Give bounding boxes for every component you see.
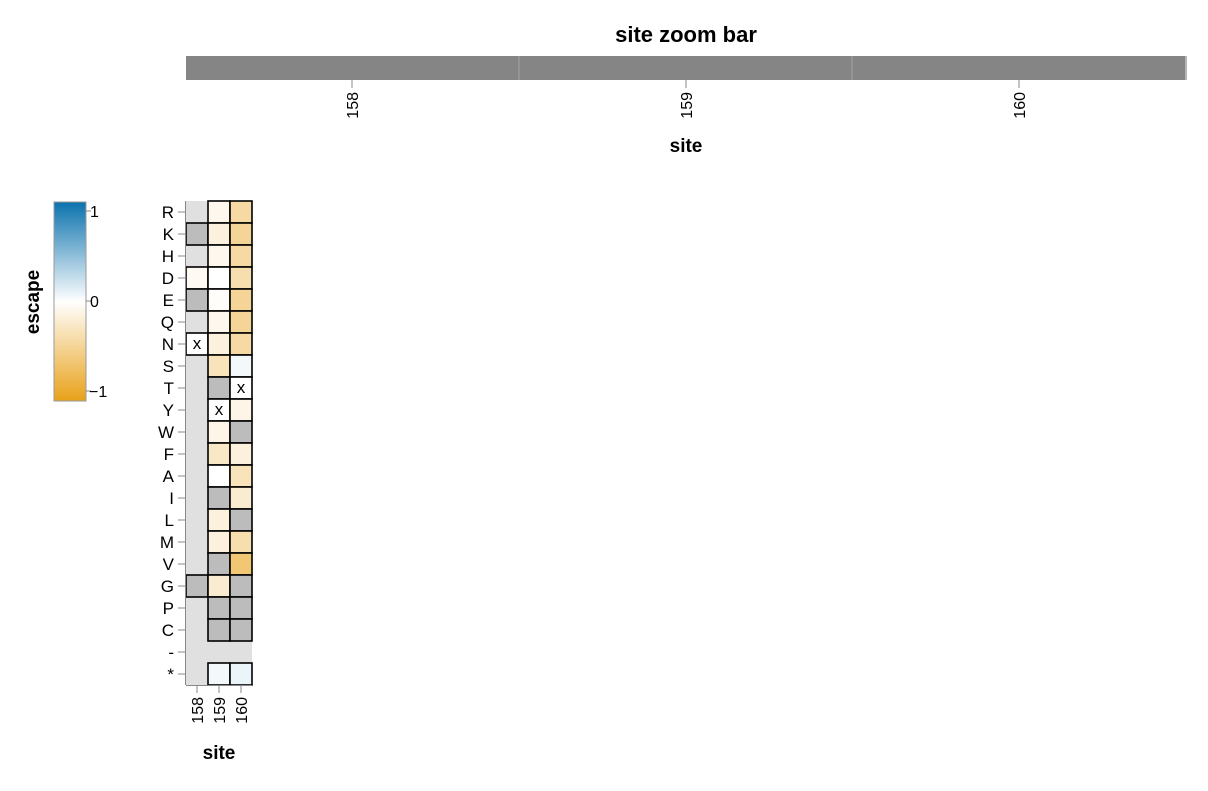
heatmap-cell[interactable] xyxy=(207,486,231,510)
legend-tick-label: 1 xyxy=(90,204,99,221)
escape-legend: escape 1 0 −1 xyxy=(23,201,107,402)
y-tick-label: L xyxy=(165,511,174,530)
heatmap-cell[interactable] xyxy=(229,552,253,576)
legend-color-bar xyxy=(53,201,87,402)
wildtype-marker: x xyxy=(237,378,246,397)
y-tick-label: * xyxy=(167,665,174,684)
heatmap-cell[interactable] xyxy=(229,354,253,378)
y-tick-label: H xyxy=(162,247,174,266)
heatmap-cell[interactable] xyxy=(229,486,253,510)
heatmap-cell[interactable] xyxy=(207,508,231,532)
heatmap-cell[interactable] xyxy=(207,288,231,312)
wildtype-marker: x xyxy=(215,400,224,419)
y-tick-label: V xyxy=(163,555,175,574)
heatmap-cell[interactable] xyxy=(229,244,253,268)
y-tick-label: C xyxy=(162,621,174,640)
heatmap-cell[interactable] xyxy=(229,530,253,554)
y-tick-label: M xyxy=(160,533,174,552)
heatmap-cell[interactable] xyxy=(185,288,209,312)
heatmap-cell[interactable] xyxy=(207,376,231,400)
heatmap-cell[interactable] xyxy=(207,464,231,488)
heatmap-cell[interactable] xyxy=(207,200,231,224)
y-tick-label: T xyxy=(164,379,174,398)
heatmap-cell[interactable] xyxy=(207,244,231,268)
heatmap-cell[interactable] xyxy=(229,464,253,488)
y-tick-label: E xyxy=(163,291,174,310)
zoom-bar-track[interactable] xyxy=(186,56,1186,80)
x-tick-label: 159 xyxy=(212,697,229,724)
heatmap-cell[interactable] xyxy=(207,618,231,642)
heatmap-cell[interactable] xyxy=(229,222,253,246)
heatmap-cell[interactable] xyxy=(229,574,253,598)
heatmap-cell[interactable] xyxy=(185,222,209,246)
heatmap-cell[interactable] xyxy=(207,442,231,466)
heatmap-cell[interactable] xyxy=(229,200,253,224)
x-tick-label: 160 xyxy=(234,697,251,724)
y-tick-label: - xyxy=(168,643,174,662)
heatmap-cell[interactable] xyxy=(207,552,231,576)
y-tick-label: S xyxy=(163,357,174,376)
heatmap-cell[interactable] xyxy=(229,508,253,532)
heatmap-cell[interactable] xyxy=(207,420,231,444)
heatmap-cell[interactable] xyxy=(229,662,253,686)
heatmap-cell[interactable] xyxy=(185,574,209,598)
zoom-bar-xlabel: site xyxy=(670,136,703,157)
site-zoom-bar[interactable]: site zoom bar 158 159 160 site xyxy=(186,22,1187,157)
legend-tick-label: −1 xyxy=(89,384,107,401)
y-tick-label: D xyxy=(162,269,174,288)
y-tick-label: G xyxy=(161,577,174,596)
y-tick-label: P xyxy=(163,599,174,618)
zoom-bar-title: site zoom bar xyxy=(615,22,757,47)
heatmap-cell[interactable] xyxy=(207,266,231,290)
heatmap-cell[interactable] xyxy=(207,332,231,356)
y-tick-label: F xyxy=(164,445,174,464)
heatmap-cell[interactable] xyxy=(229,266,253,290)
heatmap-cell[interactable] xyxy=(229,398,253,422)
heatmap-cell[interactable] xyxy=(207,530,231,554)
wildtype-marker: x xyxy=(193,334,202,353)
zoom-tick-label: 160 xyxy=(1012,92,1029,119)
heatmap-cell[interactable] xyxy=(207,662,231,686)
heatmap-cell[interactable] xyxy=(229,420,253,444)
y-tick-label: A xyxy=(163,467,175,486)
x-tick-label: 158 xyxy=(190,697,207,724)
zoom-tick-label: 159 xyxy=(679,92,696,119)
heatmap-cell[interactable] xyxy=(229,310,253,334)
y-tick-label: I xyxy=(169,489,174,508)
y-tick-label: R xyxy=(162,203,174,222)
zoom-tick-label: 158 xyxy=(345,92,362,119)
heatmap-cell[interactable] xyxy=(207,354,231,378)
heatmap-cell[interactable] xyxy=(229,596,253,620)
heatmap-xlabel: site xyxy=(203,743,236,764)
heatmap-cell[interactable] xyxy=(229,288,253,312)
y-tick-label: Y xyxy=(163,401,174,420)
y-tick-label: K xyxy=(163,225,175,244)
legend-title: escape xyxy=(23,270,44,334)
legend-tick-label: 0 xyxy=(90,294,99,311)
heatmap-cell[interactable] xyxy=(185,266,209,290)
y-tick-label: Q xyxy=(161,313,174,332)
heatmap-cell[interactable] xyxy=(229,618,253,642)
y-tick-label: W xyxy=(158,423,174,442)
heatmap-cell[interactable] xyxy=(229,442,253,466)
heatmap-cell[interactable] xyxy=(207,596,231,620)
y-tick-label: N xyxy=(162,335,174,354)
heatmap-cell[interactable] xyxy=(229,332,253,356)
heatmap-cell[interactable] xyxy=(207,574,231,598)
heatmap-cell[interactable] xyxy=(207,310,231,334)
heatmap-cell[interactable] xyxy=(207,222,231,246)
